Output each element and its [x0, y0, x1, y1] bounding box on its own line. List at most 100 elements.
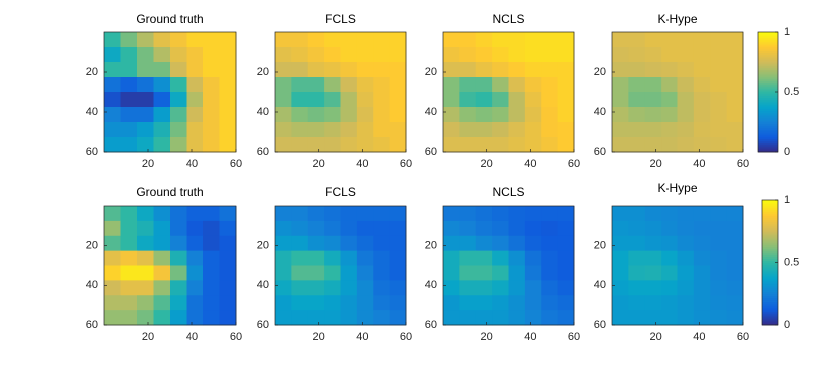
heatmap-cell — [612, 295, 629, 311]
heatmap-cell — [661, 62, 678, 78]
heatmap-cell — [356, 235, 374, 252]
heatmap-cell — [307, 310, 325, 326]
colorbar-swatch — [758, 140, 778, 144]
heatmap-cell — [203, 235, 220, 252]
x-tick-label: 20 — [481, 158, 493, 170]
colorbar-swatch — [758, 48, 778, 52]
panel-title: FCLS — [325, 12, 356, 26]
heatmap-cell — [443, 206, 460, 222]
heatmap-cell — [203, 32, 220, 48]
heatmap-cell — [475, 122, 493, 138]
heatmap-cell — [340, 280, 358, 296]
heatmap-cell — [475, 137, 493, 153]
heatmap-cell — [170, 107, 187, 123]
heatmap-cell — [137, 47, 154, 63]
colorbar-swatch — [758, 112, 778, 115]
colorbar-swatch — [762, 211, 778, 215]
colorbar-swatch — [762, 321, 778, 324]
heatmap-cell — [389, 92, 407, 108]
colorbar-swatch — [762, 291, 778, 295]
heatmap-cell — [459, 280, 477, 296]
heatmap-cell — [661, 235, 678, 252]
heatmap-cell — [307, 77, 325, 93]
y-tick-label: 20 — [86, 66, 98, 78]
heatmap-cell — [541, 310, 559, 326]
heatmap-cell — [186, 47, 204, 63]
heatmap-cell — [389, 206, 407, 222]
colorbar-swatch — [758, 58, 778, 61]
heatmap-cell — [389, 250, 407, 266]
colorbar-tick-label: 1 — [784, 194, 790, 206]
heatmap-cell — [475, 310, 493, 326]
heatmap-cell — [307, 206, 325, 222]
heatmap-cell — [389, 295, 407, 311]
heatmap-cell — [475, 265, 493, 281]
heatmap-cell — [389, 122, 407, 138]
heatmap-cell — [120, 137, 138, 153]
heatmap-cell — [340, 206, 358, 222]
heatmap-cell — [120, 250, 138, 266]
heatmap-cell — [557, 206, 575, 222]
heatmap-cell — [628, 47, 646, 63]
colorbar-swatch — [762, 278, 778, 281]
heatmap-cell — [275, 265, 292, 281]
heatmap-cell — [541, 235, 559, 252]
heatmap-cell — [104, 47, 121, 63]
heatmap-cell — [459, 92, 477, 108]
axes-box — [103, 205, 237, 326]
colorbar-swatch — [758, 41, 778, 44]
heatmap-cell — [104, 137, 121, 153]
colorbar-swatch — [758, 75, 778, 78]
heatmap-cell — [661, 280, 678, 296]
heatmap-cell — [291, 122, 309, 138]
heatmap-cell — [186, 92, 204, 108]
colorbar-swatch — [758, 62, 778, 65]
heatmap-cell — [356, 137, 374, 153]
heatmap-cell — [612, 206, 629, 222]
heatmap-cell — [153, 235, 171, 252]
heatmap-cell — [644, 122, 662, 138]
heatmap-cell — [153, 62, 171, 78]
axes-box — [274, 31, 407, 153]
heatmap-cell — [475, 32, 493, 48]
heatmap-cell — [612, 107, 629, 123]
colorbar-swatch — [762, 242, 778, 246]
colorbar-swatch — [762, 229, 778, 232]
colorbar-swatch — [762, 280, 778, 283]
heatmap-cell — [219, 250, 237, 266]
x-tick-label: 60 — [400, 158, 412, 170]
heatmap-cell — [186, 137, 204, 153]
heatmap-cell — [340, 107, 358, 123]
heatmap-cell — [443, 62, 460, 78]
heatmap-cell — [628, 62, 646, 78]
heatmap-cell — [443, 32, 460, 48]
heatmap-cell — [219, 47, 237, 63]
heatmap-cell — [324, 47, 341, 63]
heatmap-cell — [203, 310, 220, 326]
colorbar-swatch — [758, 65, 778, 69]
colorbar-swatch — [762, 264, 778, 267]
heatmap-cell — [693, 77, 711, 93]
colorbar-swatch — [762, 311, 778, 314]
heatmap-cell — [693, 92, 711, 108]
heatmap-cell — [475, 62, 493, 78]
heatmap-cell — [373, 235, 391, 252]
colorbar-swatch — [762, 309, 778, 312]
heatmap-cell — [459, 295, 477, 311]
heatmap-cell — [153, 206, 171, 222]
heatmap-cell — [492, 77, 509, 93]
colorbar-swatch — [762, 262, 778, 265]
heatmap-cell — [307, 107, 325, 123]
heatmap-cell — [275, 280, 292, 296]
heatmap-cell — [324, 206, 341, 222]
colorbar-swatch — [762, 252, 778, 256]
heatmap-cell — [677, 280, 695, 296]
colorbar-swatch — [758, 88, 778, 91]
heatmap-cell — [443, 107, 460, 123]
heatmap-cell — [443, 295, 460, 311]
heatmap-cell — [219, 107, 237, 123]
heatmap-cell — [307, 295, 325, 311]
heatmap-cell — [541, 295, 559, 311]
colorbar-swatch — [758, 133, 778, 136]
heatmap-cell — [693, 107, 711, 123]
